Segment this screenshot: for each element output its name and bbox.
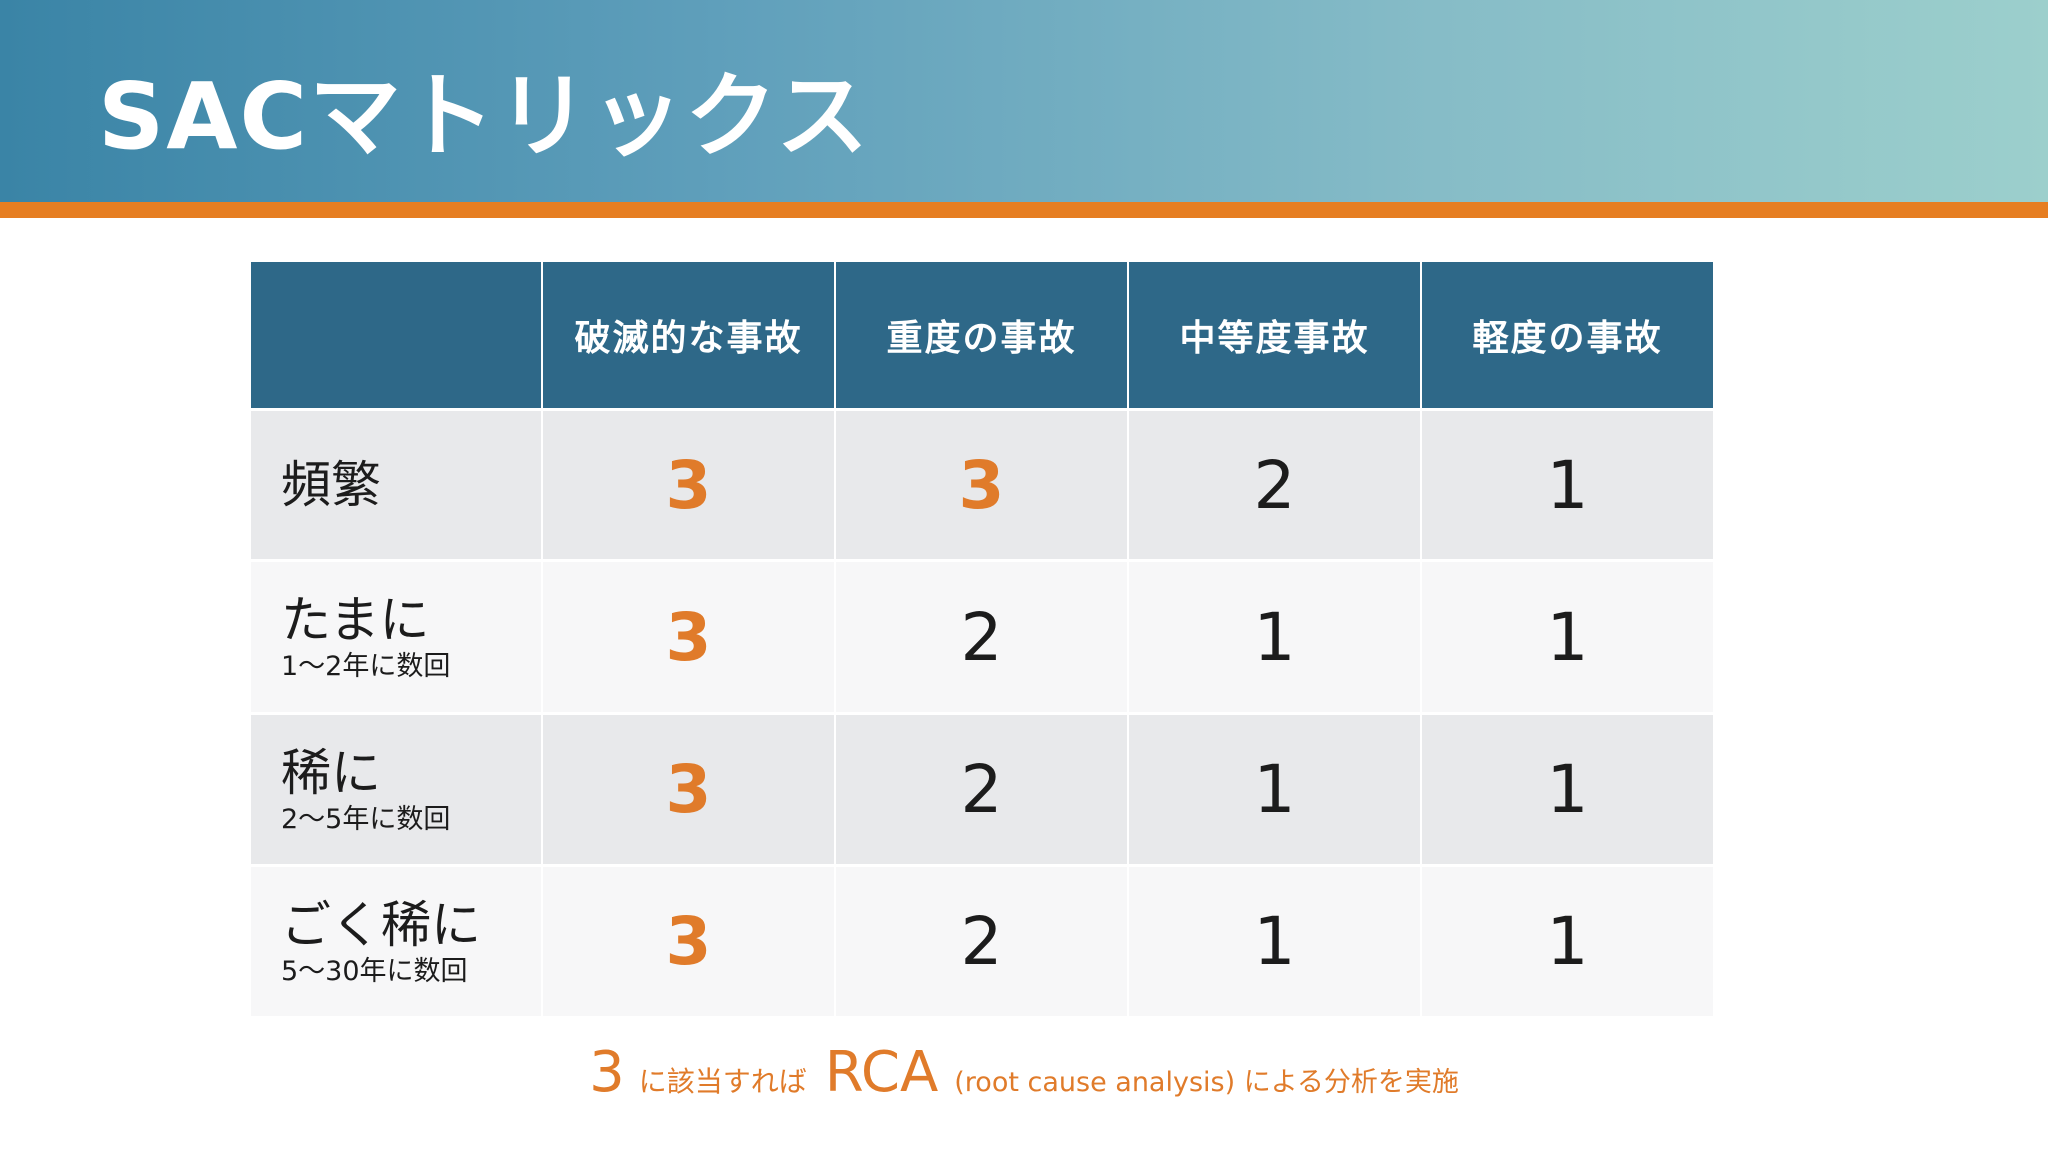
row-label-text: 稀に (281, 743, 381, 802)
title-banner: SACマトリックス (0, 0, 2048, 202)
matrix-cell: 3 (543, 867, 834, 1016)
row-label-text: ごく稀に (281, 895, 481, 954)
row-label-uncommon: 稀に 2〜5年に数回 (251, 715, 541, 864)
matrix-cell: 1 (1422, 411, 1713, 559)
matrix-cell: 2 (836, 867, 1127, 1016)
row-label-frequent: 頻繁 (251, 411, 541, 559)
matrix-cell: 1 (1129, 715, 1420, 864)
matrix-cell: 3 (836, 411, 1127, 559)
matrix-cell: 2 (836, 715, 1127, 864)
footnote-text-action: (root cause analysis) による分析を実施 (954, 1067, 1459, 1098)
row-label-occasional: たまに 1〜2年に数回 (251, 562, 541, 712)
matrix-cell: 1 (1422, 715, 1713, 864)
row-label-text: 頻繁 (281, 456, 381, 514)
footnote-text-condition: に該当すれば (638, 1065, 807, 1098)
matrix-cell: 3 (543, 411, 834, 559)
header-cell-minor: 軽度の事故 (1422, 262, 1713, 408)
row-label-remote: ごく稀に 5〜30年に数回 (251, 867, 541, 1016)
footnote-rca: RCA (824, 1040, 939, 1105)
header-cell-corner (251, 262, 541, 408)
matrix-cell: 1 (1422, 562, 1713, 712)
row-sublabel-text: 5〜30年に数回 (281, 955, 468, 987)
matrix-cell: 2 (1129, 411, 1420, 559)
page-title: SACマトリックス (98, 63, 871, 170)
header-cell-major: 重度の事故 (836, 262, 1127, 408)
matrix-cell: 3 (543, 562, 834, 712)
row-sublabel-text: 2〜5年に数回 (281, 803, 451, 835)
matrix-cell: 2 (836, 562, 1127, 712)
header-cell-catastrophic: 破滅的な事故 (543, 262, 834, 408)
sac-matrix-table: 破滅的な事故 重度の事故 中等度事故 軽度の事故 頻繁 3 3 2 1 たまに … (251, 262, 1713, 1016)
footnote: 3 に該当すれば RCA (root cause analysis) による分析… (0, 1040, 2048, 1120)
row-label-text: たまに (281, 591, 430, 649)
matrix-cell: 1 (1129, 867, 1420, 1016)
row-sublabel-text: 1〜2年に数回 (281, 651, 451, 682)
accent-divider (0, 202, 2048, 218)
matrix-cell: 1 (1422, 867, 1713, 1016)
header-cell-moderate: 中等度事故 (1129, 262, 1420, 408)
matrix-cell: 3 (543, 715, 834, 864)
footnote-number: 3 (589, 1040, 625, 1105)
matrix-cell: 1 (1129, 562, 1420, 712)
